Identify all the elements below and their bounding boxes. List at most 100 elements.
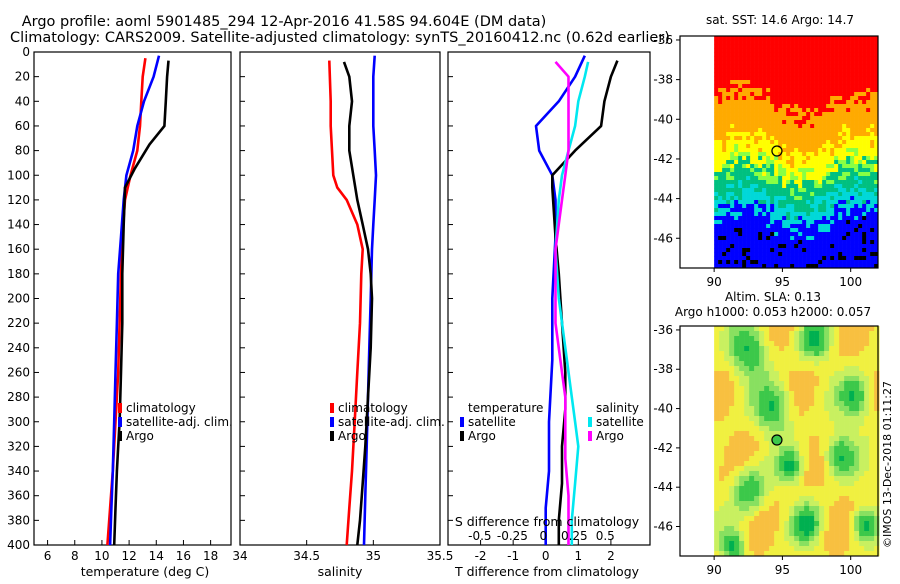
temperature-xlabel: temperature (deg C) [81, 564, 210, 579]
sst-map-frame [679, 35, 879, 269]
salinity-diff-tick-label: 0.25 [561, 529, 588, 543]
sal-xtick-label: 35 [366, 549, 381, 563]
sal-series-argo [342, 61, 374, 546]
sst-lat-tick-label: -38 [653, 73, 673, 87]
depth-tick-label: 260 [7, 365, 30, 379]
temp-xtick-label: 10 [94, 549, 109, 563]
depth-tick-label: 380 [7, 513, 30, 527]
diff-legend-t-sat-label: satellite [468, 415, 516, 429]
sal-xtick-label: 34.5 [293, 549, 320, 563]
depth-tick-label: 280 [7, 390, 30, 404]
depth-tick-label: 220 [7, 316, 30, 330]
diff-series-s-argo [554, 61, 570, 545]
sla-lat-tick-label: -46 [653, 520, 673, 534]
temp-legend-1-label: satellite-adj. clim. [126, 415, 233, 429]
sal-legend-0-label: climatology [338, 401, 408, 415]
sla-lat-tick-label: -38 [653, 362, 673, 376]
sla-lat-tick-label: -42 [653, 441, 673, 455]
sst-lat-tick-label: -44 [653, 192, 673, 206]
sst-map-panel: -36 -38 -40 -42 -44 -46 90 95 100 [653, 33, 879, 289]
depth-tick-label: 340 [7, 464, 30, 478]
diff-legend-salinity-header: salinity [596, 401, 639, 415]
diff-legend-t-sat-swatch [460, 417, 464, 427]
sal-legend-2-label: Argo [338, 429, 366, 443]
diff-xtick-label: -1 [507, 549, 519, 563]
sst-lat-tick-label: -40 [653, 112, 673, 126]
temp-xtick-label: 8 [71, 549, 79, 563]
diff-legend-s-argo-swatch [588, 431, 592, 441]
sst-argo-location-marker [771, 145, 783, 157]
salinity-diff-tick-label: -0.5 [468, 529, 491, 543]
salinity-xlabel: salinity [318, 564, 363, 579]
depth-tick-label: 300 [7, 415, 30, 429]
temp-legend-0-label: climatology [126, 401, 196, 415]
sal-legend-2-swatch [330, 431, 334, 441]
diff-xtick-label: 1 [575, 549, 583, 563]
temp-legend-1-swatch [118, 417, 122, 427]
diff-legend-temperature-header: temperature [468, 401, 543, 415]
sla-argo-location-marker [771, 434, 783, 446]
temp-xtick-label: 16 [176, 549, 191, 563]
salinity-diff-tick-label: 0.5 [596, 529, 615, 543]
sal-legend-1-swatch [330, 417, 334, 427]
depth-tick-label: 20 [15, 70, 30, 84]
difference-xlabel: T difference from climatology [454, 564, 640, 579]
diff-series-t-argo [550, 60, 619, 545]
salinity-diff-tick-label: -0.25 [497, 529, 528, 543]
sla-lat-tick-label: -36 [653, 323, 673, 337]
depth-tick-label: 180 [7, 267, 30, 281]
difference-xlabel-top: S difference from climatology [455, 514, 640, 529]
sla-map-cells [714, 326, 880, 557]
depth-tick-label: 40 [15, 94, 30, 108]
temp-legend-2-label: Argo [126, 429, 154, 443]
difference-profile-panel: -2 -1 0 1 2-0.5 -0.25 0 0.25 0.5temperaturesatel… [447, 51, 651, 563]
depth-tick-label: 0 [22, 45, 30, 59]
depth-tick-label: 240 [7, 341, 30, 355]
temp-xtick-label: 18 [203, 549, 218, 563]
depth-tick-label: 100 [7, 168, 30, 182]
depth-tick-label: 200 [7, 292, 30, 306]
sal-legend-0-swatch [330, 403, 334, 413]
sla-map-title: Altim. SLA: 0.13 [725, 290, 821, 304]
sst-map-title: sat. SST: 14.6 Argo: 14.7 [706, 13, 854, 27]
temp-xtick-label: 6 [44, 549, 52, 563]
sal-frame [239, 51, 441, 546]
sal-xtick-label: 34 [232, 549, 247, 563]
sal-series-satellite-adj-clim- [362, 55, 378, 546]
diff-legend-s-sat-label: satellite [596, 415, 644, 429]
sst-lat-tick-label: -46 [653, 231, 673, 245]
depth-tick-label: 80 [15, 144, 30, 158]
depth-tick-label: 140 [7, 218, 30, 232]
depth-tick-label: 400 [7, 538, 30, 552]
sst-lon-tick-label: 100 [839, 275, 862, 289]
temp-xtick-label: 12 [121, 549, 136, 563]
depth-tick-label: 160 [7, 242, 30, 256]
sal-xtick-label: 35.5 [427, 549, 454, 563]
depth-tick-label: 120 [7, 193, 30, 207]
depth-tick-label: 360 [7, 489, 30, 503]
sla-lon-tick-label: 95 [775, 563, 790, 577]
diff-legend-s-argo-label: Argo [596, 429, 624, 443]
temp-frame [33, 51, 232, 546]
sla-lat-tick-label: -44 [653, 480, 673, 494]
depth-tick-label: 60 [15, 119, 30, 133]
timestamp-label: ©IMOS 13-Dec-2018 01:11:27 [881, 381, 894, 548]
temperature-profile-panel: 0 20 40 60 80 100 120 140 160 180 200 220 240 260 280 3… [7, 45, 233, 563]
depth-tick-label: 320 [7, 439, 30, 453]
diff-legend-s-sat-swatch [588, 417, 592, 427]
temp-xtick-label: 14 [149, 549, 164, 563]
title-line-1: Argo profile: aoml 5901485_294 12-Apr-20… [22, 14, 547, 30]
sst-lat-tick-label: -36 [653, 33, 673, 47]
sla-lat-tick-label: -40 [653, 402, 673, 416]
sla-lon-tick-label: 90 [706, 563, 721, 577]
diff-legend-t-argo-label: Argo [468, 429, 496, 443]
sst-lon-tick-label: 90 [706, 275, 721, 289]
sla-lon-tick-label: 100 [839, 563, 862, 577]
temp-series-satellite-adj-clim- [108, 55, 161, 546]
sst-map-cells [714, 36, 879, 269]
diff-legend-t-argo-swatch [460, 431, 464, 441]
temp-legend-2-swatch [118, 431, 122, 441]
sst-lat-tick-label: -42 [653, 152, 673, 166]
